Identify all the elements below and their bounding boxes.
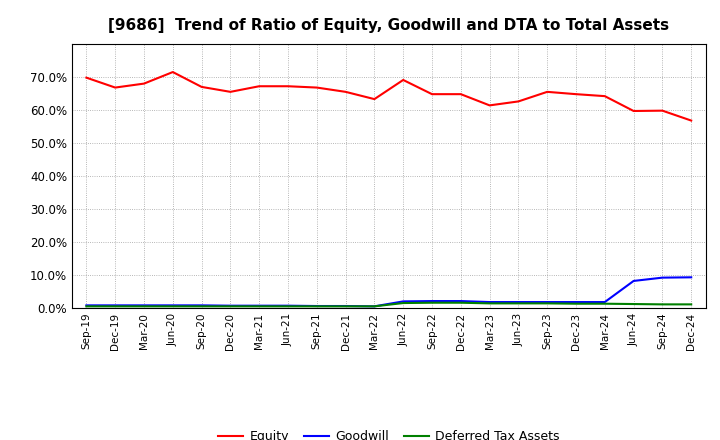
Goodwill xyxy=(687,275,696,280)
Equity xyxy=(82,75,91,80)
Goodwill xyxy=(82,303,91,308)
Goodwill xyxy=(226,303,235,308)
Equity xyxy=(600,94,609,99)
Deferred Tax Assets xyxy=(485,301,494,306)
Deferred Tax Assets xyxy=(111,304,120,309)
Deferred Tax Assets xyxy=(341,304,350,309)
Goodwill xyxy=(543,299,552,304)
Deferred Tax Assets xyxy=(312,304,321,309)
Equity xyxy=(111,85,120,90)
Deferred Tax Assets xyxy=(629,301,638,307)
Equity xyxy=(341,89,350,95)
Equity xyxy=(572,92,580,97)
Goodwill xyxy=(428,298,436,304)
Goodwill xyxy=(284,303,292,308)
Line: Deferred Tax Assets: Deferred Tax Assets xyxy=(86,303,691,306)
Goodwill xyxy=(514,299,523,304)
Deferred Tax Assets xyxy=(226,304,235,309)
Legend: Equity, Goodwill, Deferred Tax Assets: Equity, Goodwill, Deferred Tax Assets xyxy=(213,425,564,440)
Deferred Tax Assets xyxy=(572,301,580,306)
Deferred Tax Assets xyxy=(255,304,264,309)
Deferred Tax Assets xyxy=(82,304,91,309)
Goodwill xyxy=(456,298,465,304)
Goodwill xyxy=(197,303,206,308)
Goodwill xyxy=(168,303,177,308)
Equity xyxy=(658,108,667,113)
Goodwill xyxy=(111,303,120,308)
Goodwill xyxy=(629,279,638,284)
Equity xyxy=(255,84,264,89)
Equity xyxy=(370,96,379,102)
Deferred Tax Assets xyxy=(687,302,696,307)
Deferred Tax Assets xyxy=(658,302,667,307)
Deferred Tax Assets xyxy=(428,300,436,305)
Equity xyxy=(514,99,523,104)
Deferred Tax Assets xyxy=(456,300,465,305)
Line: Goodwill: Goodwill xyxy=(86,277,691,306)
Equity xyxy=(543,89,552,95)
Equity xyxy=(399,77,408,83)
Title: [9686]  Trend of Ratio of Equity, Goodwill and DTA to Total Assets: [9686] Trend of Ratio of Equity, Goodwil… xyxy=(108,18,670,33)
Goodwill xyxy=(140,303,148,308)
Equity xyxy=(140,81,148,86)
Deferred Tax Assets xyxy=(514,301,523,306)
Equity xyxy=(687,118,696,123)
Equity xyxy=(629,108,638,114)
Goodwill xyxy=(658,275,667,280)
Equity xyxy=(168,70,177,75)
Deferred Tax Assets xyxy=(370,304,379,309)
Deferred Tax Assets xyxy=(140,304,148,309)
Equity xyxy=(312,85,321,90)
Goodwill xyxy=(600,299,609,304)
Equity xyxy=(456,92,465,97)
Equity xyxy=(485,103,494,108)
Deferred Tax Assets xyxy=(284,304,292,309)
Goodwill xyxy=(370,304,379,309)
Goodwill xyxy=(399,299,408,304)
Equity xyxy=(226,89,235,95)
Deferred Tax Assets xyxy=(168,304,177,309)
Equity xyxy=(197,84,206,90)
Goodwill xyxy=(312,304,321,309)
Deferred Tax Assets xyxy=(600,301,609,306)
Deferred Tax Assets xyxy=(399,301,408,306)
Goodwill xyxy=(572,299,580,304)
Equity xyxy=(284,84,292,89)
Deferred Tax Assets xyxy=(197,304,206,309)
Goodwill xyxy=(341,304,350,309)
Deferred Tax Assets xyxy=(543,301,552,306)
Equity xyxy=(428,92,436,97)
Line: Equity: Equity xyxy=(86,72,691,121)
Goodwill xyxy=(485,299,494,304)
Goodwill xyxy=(255,303,264,308)
